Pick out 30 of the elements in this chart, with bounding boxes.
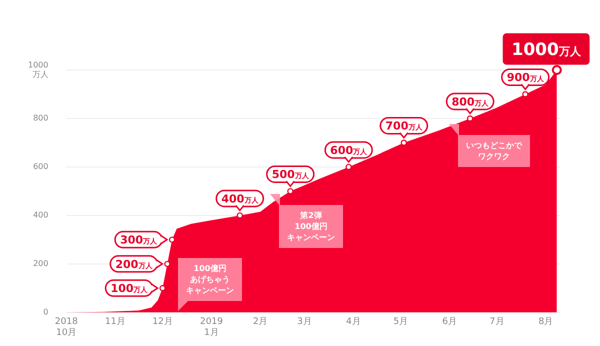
- annotation: いつもどこかでワクワク: [458, 135, 530, 167]
- point: [164, 260, 170, 268]
- x-tick-label: 6月: [442, 317, 457, 328]
- x-tick-label: 2月: [252, 317, 268, 328]
- y-tick-label: 0: [43, 307, 48, 316]
- point: [346, 164, 352, 170]
- x-tick-label: 11月: [105, 317, 126, 328]
- point: [522, 91, 528, 98]
- x-tick-label: 7月: [490, 317, 504, 328]
- y-tick-label: 400: [33, 210, 48, 220]
- y-tick-label: 1000 万人: [28, 60, 48, 79]
- annotation: 100億円あげちゃうキャンペーン: [178, 258, 242, 300]
- x-tick-label: 4月: [346, 317, 361, 328]
- point: [467, 115, 474, 122]
- x-tick-label: 12月: [152, 317, 173, 328]
- x-tick-label: 2019 1月: [200, 317, 224, 338]
- x-tick-label: 2018 10月: [54, 317, 78, 338]
- y-tick-label: 800: [33, 114, 48, 123]
- x-tick-label: 8月: [538, 317, 554, 328]
- point: [287, 188, 294, 194]
- annotation: 1000万人: [512, 40, 582, 60]
- y-tick-label: 600: [33, 162, 48, 172]
- point: [400, 140, 407, 146]
- x-tick-label: 3月: [297, 317, 312, 328]
- point: [236, 212, 243, 219]
- annotation: 第2弾100億円キャンペーン: [279, 204, 343, 248]
- x-tick-label: 5月: [393, 317, 408, 328]
- point: [159, 285, 166, 292]
- point: [168, 236, 176, 243]
- y-tick-label: 200: [33, 259, 48, 268]
